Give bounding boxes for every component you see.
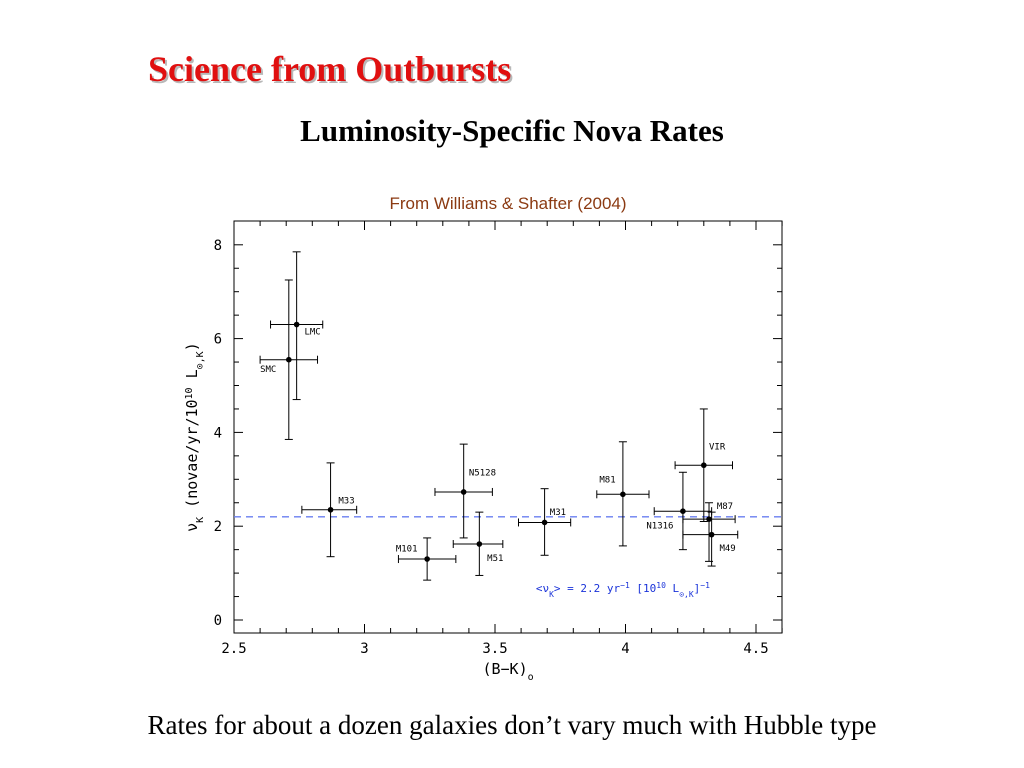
data-point-m49: M49 (682, 511, 739, 567)
data-point-m101: M101 (396, 537, 457, 581)
data-marker (476, 541, 483, 547)
data-marker (460, 489, 467, 495)
data-point-m33: M33 (301, 462, 358, 558)
data-marker (706, 516, 712, 522)
y-tick-label: 6 (214, 332, 222, 348)
point-label: M49 (719, 544, 735, 554)
data-point-smc: SMC (259, 279, 319, 440)
slide-title: Science from Outbursts (148, 49, 512, 89)
x-tick-label: 2.5 (221, 641, 246, 657)
data-point-m51: M51 (452, 511, 503, 576)
x-axis-label: (B−K)o (482, 660, 533, 683)
x-tick-label: 4.5 (743, 641, 768, 657)
data-marker (620, 491, 626, 498)
slide-subtitle: Luminosity-Specific Nova Rates (300, 113, 724, 148)
point-label: N1316 (646, 521, 673, 531)
y-tick-label: 2 (214, 519, 222, 535)
slide-caption: Rates for about a dozen galaxies don’t v… (147, 710, 877, 740)
data-marker (286, 356, 292, 363)
data-point-m31: M31 (517, 488, 572, 556)
point-label: M31 (550, 508, 566, 518)
plot-frame (233, 220, 783, 634)
data-marker (424, 556, 430, 562)
point-label: LMC (304, 328, 320, 338)
source-citation: From Williams & Shafter (2004) (389, 194, 627, 213)
data-marker (293, 321, 300, 328)
point-label: M81 (599, 475, 615, 485)
data-marker (708, 531, 715, 538)
point-label: SMC (260, 365, 276, 375)
y-tick-label: 4 (214, 425, 222, 441)
point-label: M87 (717, 502, 733, 512)
data-point-m87: M87 (682, 502, 736, 562)
y-axis-label: νK (novae/yr/1010 L⊙,K) (183, 342, 206, 532)
point-label: M33 (338, 496, 354, 506)
x-tick-label: 4 (621, 641, 629, 657)
y-tick-label: 8 (214, 238, 222, 254)
data-point-lmc: LMC (270, 251, 324, 401)
data-marker (327, 506, 334, 513)
data-point-m81: M81 (596, 441, 650, 547)
point-label: VIR (709, 442, 726, 452)
data-point-vir: VIR (674, 408, 734, 523)
y-tick-label: 0 (214, 613, 222, 629)
point-label: N5128 (469, 468, 496, 478)
point-label: M51 (487, 554, 503, 564)
mean-rate-annotation: <νK> = 2.2 yr−1 [1010 L⊙,K]−1 (536, 580, 710, 598)
point-label: M101 (396, 545, 418, 555)
data-marker (680, 508, 686, 514)
data-point-n5128: N5128 (434, 443, 496, 539)
data-marker (701, 462, 707, 469)
data-point-n1316: N1316 (646, 471, 713, 551)
x-tick-label: 3.5 (482, 641, 507, 657)
data-marker (541, 519, 548, 526)
x-tick-label: 3 (360, 641, 368, 657)
